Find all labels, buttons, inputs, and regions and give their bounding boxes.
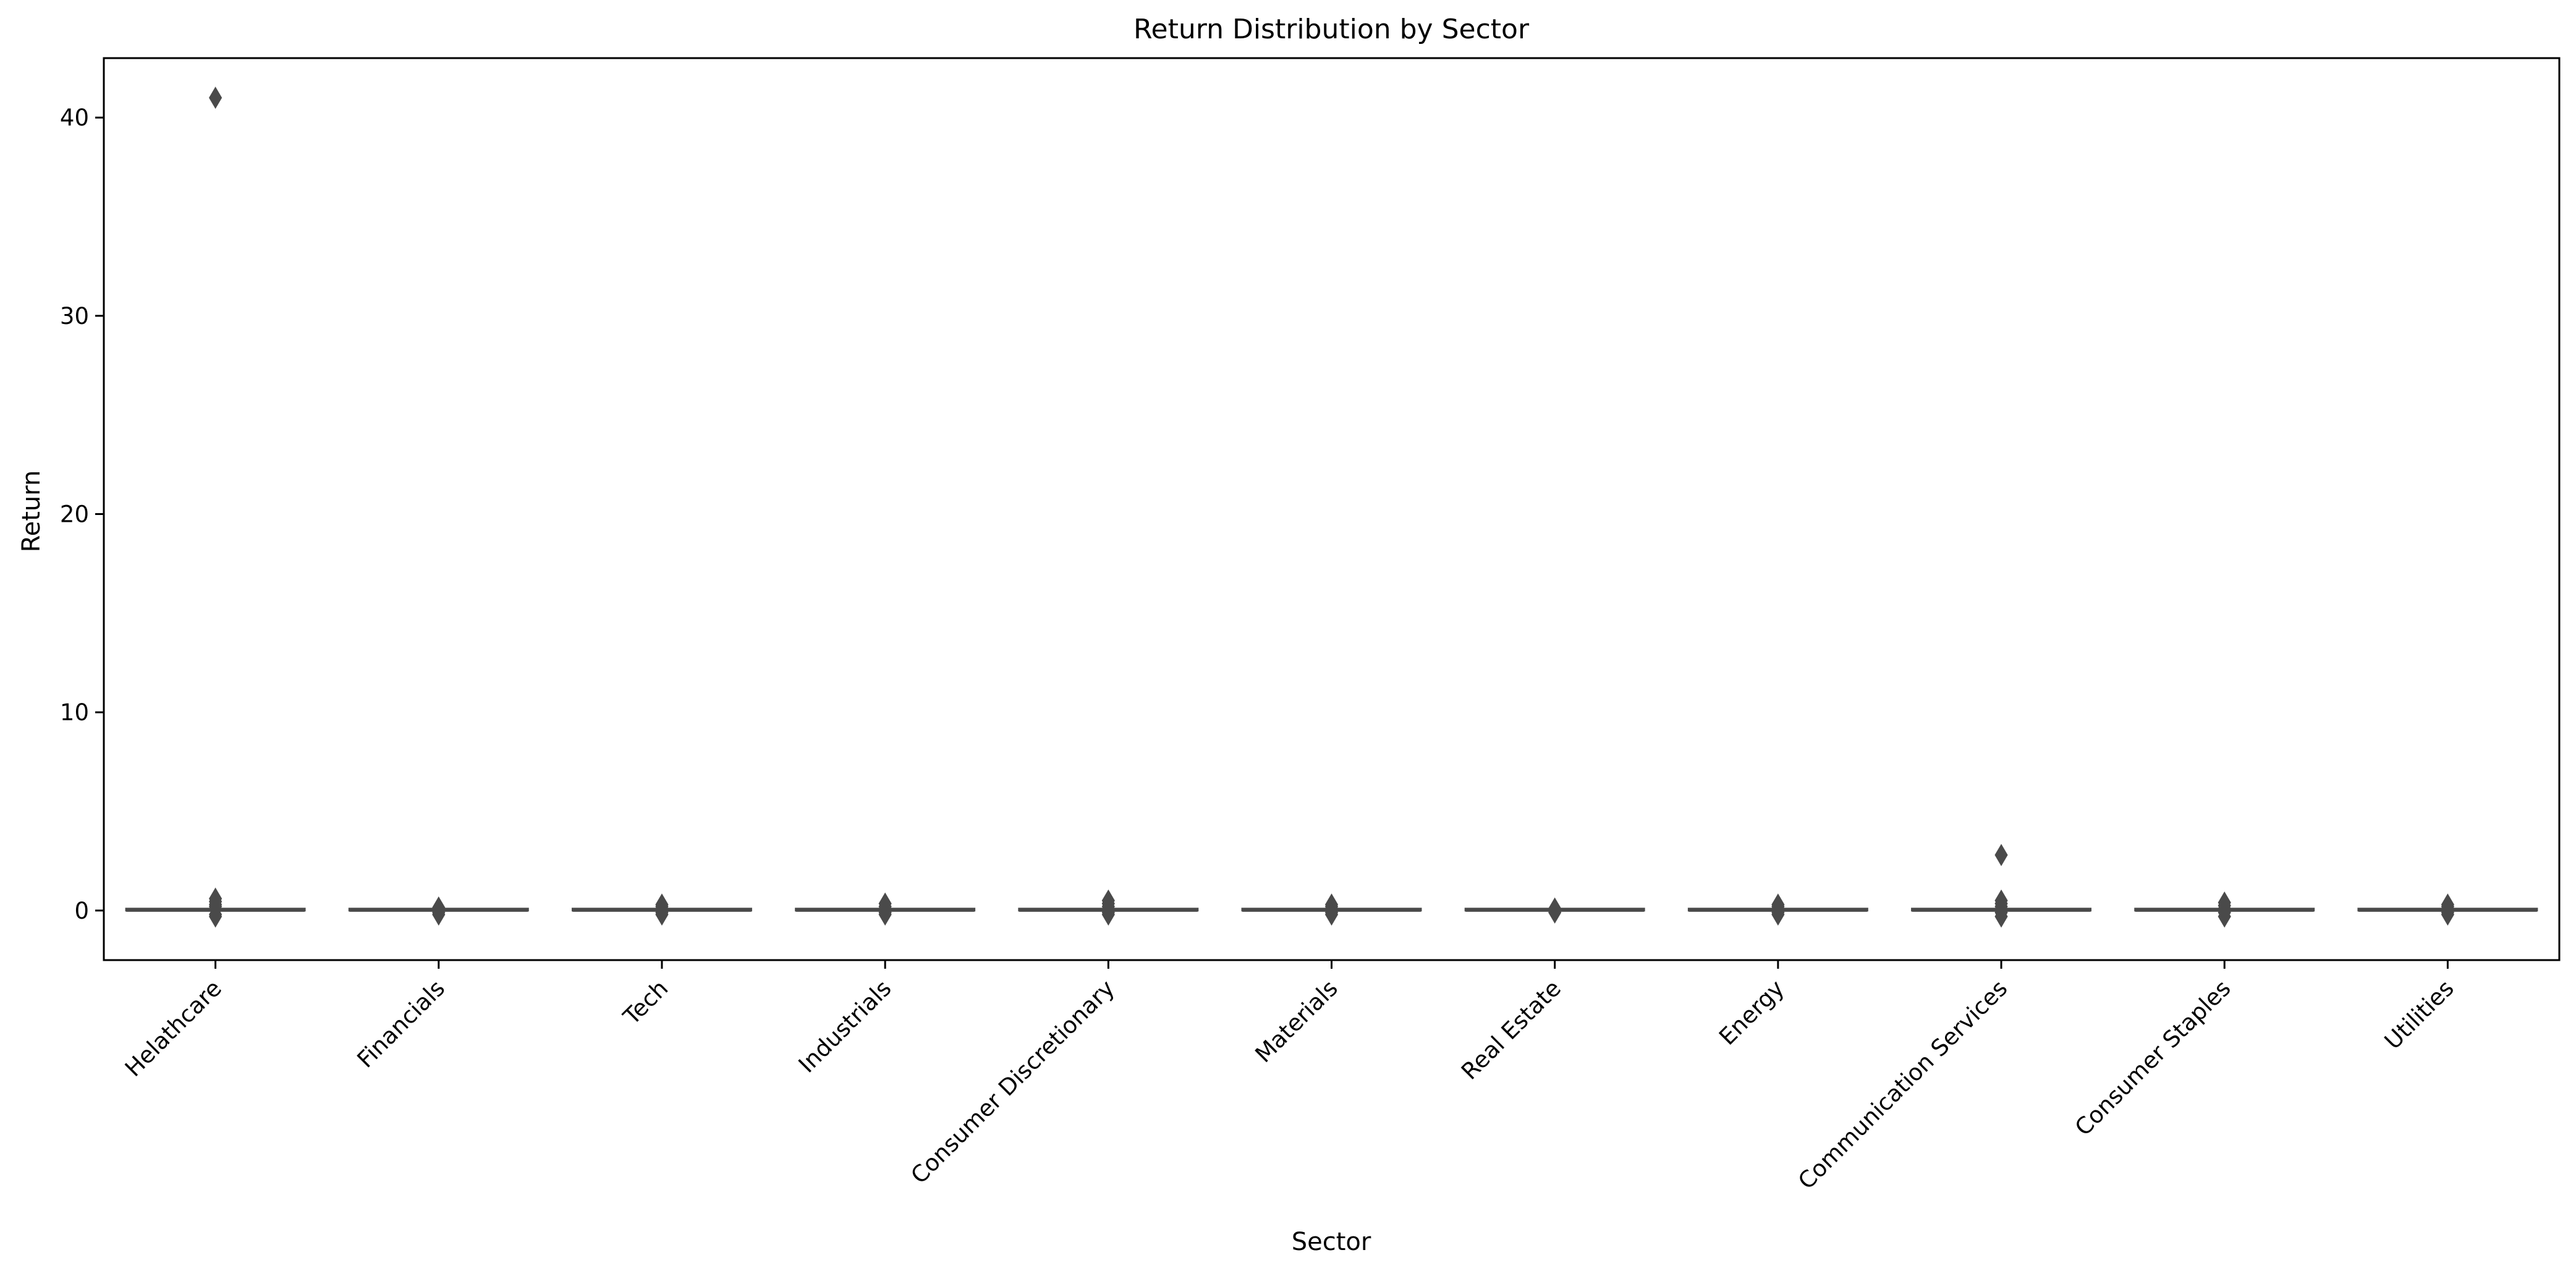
y-tick-label: 0 xyxy=(74,898,89,924)
outlier-point xyxy=(1101,903,1115,926)
outlier-point xyxy=(432,903,446,926)
outlier-point xyxy=(1994,905,2008,928)
box-group-communication-services xyxy=(1911,844,2092,928)
outlier-point xyxy=(2441,903,2454,926)
outlier-point xyxy=(655,903,669,926)
box-group-financials xyxy=(348,896,529,926)
y-axis-label: Return xyxy=(17,470,46,553)
y-tick-label: 30 xyxy=(60,303,89,330)
x-axis-label: Sector xyxy=(1292,1228,1371,1256)
box-group-consumer-discretionary xyxy=(1018,889,1199,926)
box-group-materials xyxy=(1241,893,1422,926)
box-group-industrials xyxy=(795,892,976,926)
box-group-real-estate xyxy=(1464,897,1645,924)
outlier-point xyxy=(2218,905,2231,928)
y-tick-label: 10 xyxy=(60,699,89,726)
box-group-consumer-staples xyxy=(2134,891,2315,928)
box-group-tech xyxy=(571,893,752,926)
box-group-utilities xyxy=(2357,893,2538,926)
outlier-point xyxy=(878,903,892,926)
outlier-point xyxy=(209,87,222,109)
box-group-helathcare xyxy=(125,87,306,928)
box-group-energy xyxy=(1687,893,1868,926)
y-tick-label: 20 xyxy=(60,501,89,528)
outlier-point xyxy=(1324,903,1339,926)
y-tick-label: 40 xyxy=(60,104,89,131)
outlier-point xyxy=(1994,844,2008,867)
plot-frame xyxy=(103,57,2561,961)
outlier-point xyxy=(209,905,222,928)
outlier-point xyxy=(1548,901,1562,924)
chart-title: Return Distribution by Sector xyxy=(1133,14,1530,45)
outlier-point xyxy=(1771,903,1785,926)
